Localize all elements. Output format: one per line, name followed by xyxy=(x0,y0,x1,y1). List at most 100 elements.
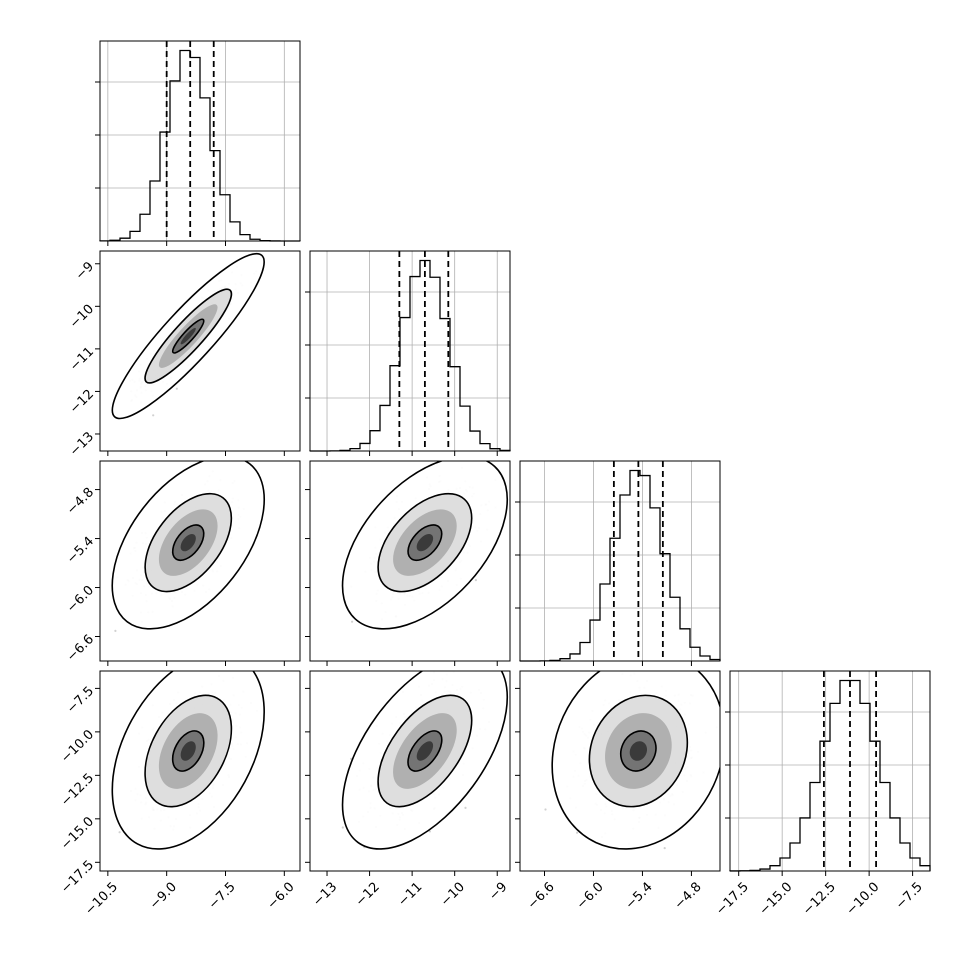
y-tick-label: −7.5 xyxy=(64,684,97,717)
contour-3-sigma xyxy=(111,252,265,420)
contour-2-sigma xyxy=(377,492,473,593)
panel-frame xyxy=(309,250,511,452)
x-tick-label: −15.0 xyxy=(757,880,796,919)
contour-1-sigma xyxy=(407,524,443,562)
density-band xyxy=(629,741,648,761)
y-tick-label: −15.0 xyxy=(58,814,97,853)
scatter-point xyxy=(469,652,471,654)
x-tick-label: −5.4 xyxy=(623,880,656,913)
scatter-point xyxy=(175,387,178,390)
panel-content xyxy=(544,671,720,850)
scatter-point xyxy=(217,656,219,658)
contour-3-sigma xyxy=(111,461,266,630)
scatter-point xyxy=(114,629,117,633)
x-tick-label: −12.5 xyxy=(800,880,839,919)
scatter-point xyxy=(203,667,205,669)
x-tick-label: −7.5 xyxy=(206,880,239,913)
panel-frame xyxy=(519,460,721,662)
x-tick-label: −6.0 xyxy=(265,880,298,913)
histogram-steps xyxy=(519,469,721,662)
x-tick-label: −6.6 xyxy=(525,880,558,913)
contour-3-sigma xyxy=(111,671,265,850)
x-tick-label: −4.8 xyxy=(672,880,705,913)
panel-frame xyxy=(309,460,511,662)
y-tick-label: −13 xyxy=(67,429,97,459)
density-band xyxy=(416,741,434,761)
y-tick-label: −6.0 xyxy=(64,583,97,616)
x-tick-label: −10.0 xyxy=(844,880,883,919)
contour-3-sigma xyxy=(341,671,509,850)
x-tick-label: −7.5 xyxy=(893,880,926,913)
panel-frame xyxy=(99,670,301,872)
density-band xyxy=(416,534,434,552)
scatter-point xyxy=(471,664,473,666)
panel-content xyxy=(111,649,271,850)
scatter-point xyxy=(118,831,121,834)
panel-frame xyxy=(99,40,301,242)
x-tick-label: −10 xyxy=(438,880,468,910)
x-tick-label: −9 xyxy=(486,880,510,904)
panel-content xyxy=(111,444,266,633)
y-tick-label: −4.8 xyxy=(64,485,97,518)
panel-content xyxy=(341,461,509,630)
density-band xyxy=(180,533,196,552)
scatter-point xyxy=(544,808,547,811)
contour-2-sigma xyxy=(588,694,689,808)
histogram-panel-3 xyxy=(725,670,931,876)
scatter-point xyxy=(576,831,579,834)
panel-frame xyxy=(99,460,301,662)
panel-frame xyxy=(729,670,931,872)
y-tick-label: −17.5 xyxy=(58,858,97,897)
x-tick-label: −9.0 xyxy=(147,880,180,913)
scatter-point xyxy=(663,847,666,850)
y-tick-label: −6.6 xyxy=(64,632,97,665)
histogram-steps xyxy=(729,679,931,872)
contour-2-sigma xyxy=(144,288,233,384)
y-tick-label: −11 xyxy=(67,344,97,374)
joint-panel-3-0 xyxy=(95,649,301,876)
joint-panel-3-2 xyxy=(515,670,721,876)
scatter-point xyxy=(341,826,344,829)
y-tick-label: −5.4 xyxy=(64,534,97,567)
density-band xyxy=(180,327,196,345)
contour-1-sigma xyxy=(171,318,205,354)
x-tick-label: −17.5 xyxy=(713,880,752,919)
density-band xyxy=(180,741,196,761)
y-tick-label: −12.5 xyxy=(58,771,97,810)
contour-3-sigma xyxy=(341,461,509,630)
histogram-panel-0 xyxy=(95,40,301,246)
panel-content xyxy=(341,652,509,850)
scatter-point xyxy=(96,419,98,421)
panel-frame xyxy=(99,250,301,452)
contour-2-sigma xyxy=(144,492,233,593)
joint-panel-2-0 xyxy=(95,444,301,666)
contour-1-sigma xyxy=(619,730,657,772)
y-tick-label: −9 xyxy=(73,259,97,283)
histogram-steps xyxy=(309,259,511,452)
y-tick-label: −10.0 xyxy=(58,727,97,766)
contour-3-sigma xyxy=(551,671,720,850)
histogram-steps xyxy=(99,49,301,242)
panel-frame xyxy=(519,670,721,872)
contour-2-sigma xyxy=(144,694,233,808)
joint-panel-3-1 xyxy=(305,652,511,876)
contour-1-sigma xyxy=(171,524,205,562)
y-tick-label: −10 xyxy=(67,302,97,332)
scatter-point xyxy=(269,649,271,651)
y-tick-label: −12 xyxy=(67,387,97,417)
scatter-point xyxy=(474,579,477,582)
x-tick-label: −6.0 xyxy=(574,880,607,913)
joint-panel-1-0 xyxy=(95,250,301,456)
x-tick-label: −13 xyxy=(310,880,340,910)
joint-panel-2-1 xyxy=(305,460,511,666)
contour-1-sigma xyxy=(171,730,205,772)
contour-1-sigma xyxy=(407,730,443,772)
scatter-point xyxy=(225,444,227,446)
x-tick-label: −10.5 xyxy=(82,880,121,919)
x-tick-label: −11 xyxy=(395,880,425,910)
histogram-panel-1 xyxy=(305,250,511,456)
panel-frame xyxy=(309,670,511,872)
scatter-point xyxy=(464,806,467,810)
contour-2-sigma xyxy=(377,694,473,808)
